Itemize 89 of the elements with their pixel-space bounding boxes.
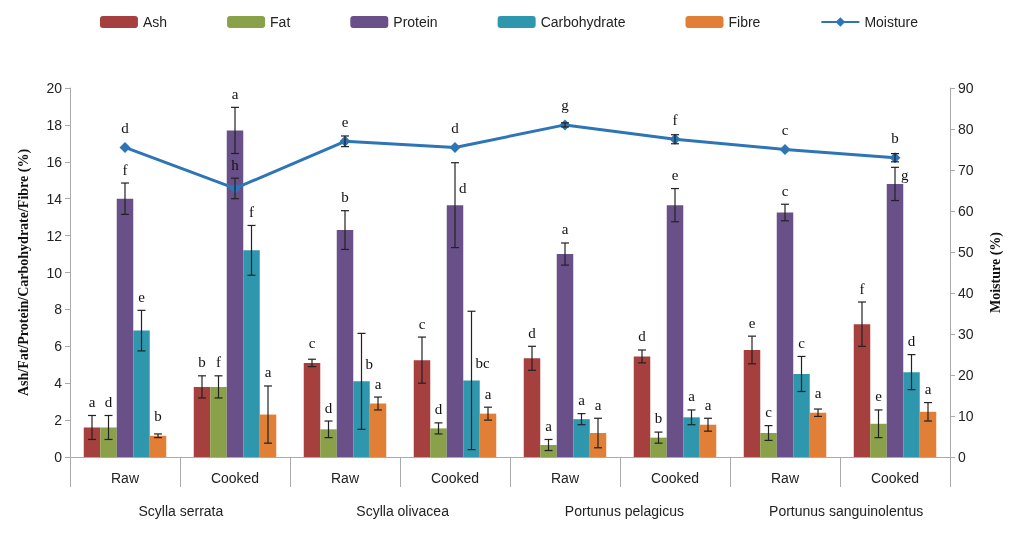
data-label: a bbox=[578, 391, 586, 408]
x-tick-label: Cooked bbox=[870, 470, 920, 486]
data-label: d bbox=[459, 179, 467, 196]
data-label: b bbox=[154, 408, 162, 425]
text: Portunus sanguinolentus bbox=[769, 503, 924, 519]
data-label: d bbox=[638, 328, 647, 345]
data-label: d bbox=[121, 119, 130, 136]
data-label: b bbox=[891, 130, 899, 147]
y2-tick-label: 30 bbox=[958, 326, 974, 342]
data-label: c bbox=[781, 122, 789, 138]
data-label: c bbox=[781, 182, 789, 199]
y2-tick-label: 90 bbox=[958, 80, 974, 96]
x-tick-label: Raw bbox=[770, 470, 800, 486]
y-tick-label: 20 bbox=[46, 80, 63, 96]
data-label: a bbox=[264, 364, 272, 381]
data-label: f bbox=[859, 280, 865, 297]
text: Scylla olivacea bbox=[356, 503, 450, 519]
data-label: f bbox=[672, 111, 678, 128]
y2-tick-label: 0 bbox=[958, 449, 966, 465]
data-label: f bbox=[122, 161, 128, 178]
y2-tick-label: 20 bbox=[958, 367, 974, 383]
data-label: g bbox=[561, 97, 570, 114]
data-label: a bbox=[374, 375, 382, 392]
data-label: b bbox=[365, 355, 373, 372]
x-tick-label: Cooked bbox=[430, 470, 480, 486]
data-label: a bbox=[231, 85, 239, 102]
y-tick-label: 4 bbox=[54, 375, 63, 392]
data-label: bc bbox=[475, 354, 490, 371]
data-label: a bbox=[814, 385, 822, 402]
data-label: c bbox=[798, 334, 806, 351]
x-tick-label: Raw bbox=[110, 470, 140, 486]
x-tick-label: Raw bbox=[550, 470, 580, 486]
data-label: a bbox=[594, 396, 602, 413]
data-label: c bbox=[308, 335, 316, 352]
legend-label: Carbohydrate bbox=[540, 14, 626, 30]
y2-tick-label: 10 bbox=[958, 408, 974, 424]
data-label: a bbox=[88, 393, 96, 410]
data-label: b bbox=[341, 189, 349, 206]
data-label: a bbox=[545, 417, 553, 434]
legend-label: Fat bbox=[270, 14, 291, 30]
y-tick-label: 10 bbox=[46, 264, 63, 281]
data-label: h bbox=[231, 156, 240, 173]
legend-label: Ash bbox=[142, 14, 168, 30]
data-label: g bbox=[901, 167, 909, 184]
data-label: c bbox=[765, 404, 773, 421]
y-tick-label: 16 bbox=[46, 153, 63, 170]
y-tick-label: 8 bbox=[54, 301, 63, 318]
y-tick-label: 14 bbox=[46, 190, 63, 207]
data-label: b bbox=[198, 354, 206, 371]
data-label: e bbox=[748, 314, 756, 331]
data-label: a bbox=[924, 381, 932, 398]
data-label: d bbox=[907, 333, 916, 350]
y2-axis-title: Moisture (%) bbox=[987, 231, 1004, 313]
y-tick-label: 18 bbox=[46, 116, 63, 133]
data-label: e bbox=[138, 288, 146, 305]
x-tick-label: Cooked bbox=[650, 470, 700, 486]
y-axis-title: Ash/Fat/Protein/Carbohydrate/Fibre (%) bbox=[15, 148, 32, 397]
y-tick-label: 6 bbox=[54, 338, 63, 355]
data-label: d bbox=[324, 399, 333, 416]
data-label: b bbox=[654, 410, 663, 427]
y2-tick-label: 80 bbox=[958, 121, 974, 137]
y2-tick-label: 60 bbox=[958, 203, 974, 219]
legend-label: Moisture bbox=[864, 14, 919, 30]
x-tick-label: Raw bbox=[330, 470, 360, 486]
data-label: e bbox=[341, 113, 349, 130]
data-label: a bbox=[704, 396, 712, 413]
x-tick-label: Cooked bbox=[210, 470, 260, 486]
data-label: d bbox=[528, 324, 537, 341]
data-label: e bbox=[671, 167, 679, 184]
data-label: d bbox=[451, 119, 460, 136]
legend-label: Protein bbox=[393, 14, 438, 30]
data-label: d bbox=[434, 400, 443, 417]
legend-label: Fibre bbox=[728, 14, 761, 30]
text: Portunus pelagicus bbox=[564, 503, 684, 519]
data-label: e bbox=[875, 388, 883, 405]
data-label: d bbox=[104, 393, 113, 410]
data-label: a bbox=[561, 221, 569, 238]
y2-tick-label: 50 bbox=[958, 244, 974, 260]
text: Scylla serrata bbox=[138, 503, 224, 519]
data-label: c bbox=[418, 315, 426, 332]
y-tick-label: 0 bbox=[54, 449, 63, 465]
data-label: a bbox=[688, 388, 696, 405]
y2-tick-label: 70 bbox=[958, 162, 974, 178]
y2-tick-label: 40 bbox=[958, 285, 974, 301]
data-label: f bbox=[216, 354, 221, 371]
data-label: a bbox=[484, 385, 492, 402]
y-tick-label: 12 bbox=[46, 227, 63, 244]
data-label: f bbox=[249, 203, 254, 220]
y-tick-label: 2 bbox=[54, 412, 63, 429]
